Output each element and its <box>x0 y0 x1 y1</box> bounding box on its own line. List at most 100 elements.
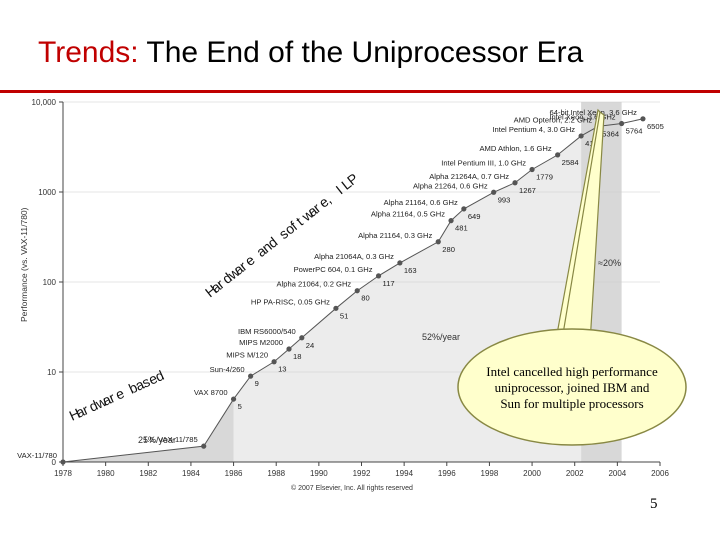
x-tick-label-1: 1980 <box>97 469 115 478</box>
x-tick-label-0: 1978 <box>54 469 72 478</box>
value-label-11: 280 <box>442 245 455 254</box>
data-point-4 <box>271 359 277 365</box>
data-point-18 <box>578 133 584 139</box>
y-tick-label-1: 10 <box>47 368 56 377</box>
data-point-21 <box>640 116 646 122</box>
data-point-8 <box>354 288 360 294</box>
annotation-hw-based-char-2: r <box>80 401 91 418</box>
annotation-hw-based-char-6: r <box>106 389 117 406</box>
point-label-18: Intel Pentium 4, 3.0 GHz <box>492 125 575 134</box>
value-label-3: 9 <box>255 379 259 388</box>
y-tick-label-4: 10,000 <box>32 98 57 107</box>
x-tick-label-3: 1984 <box>182 469 200 478</box>
title-underline <box>0 90 720 93</box>
copyright-text: © 2007 Elsevier, Inc. All rights reserve… <box>291 484 413 492</box>
point-label-12: Alpha 21164, 0.5 GHz <box>371 210 445 219</box>
x-tick-label-11: 2000 <box>523 469 541 478</box>
title-rest: The End of the Uniprocessor Era <box>138 36 584 69</box>
page-title: Trends: The End of the Uniprocessor Era <box>38 36 583 70</box>
value-label-13: 649 <box>468 212 481 221</box>
point-labels: VAX-11/780 1.5, VAX-11/785 VAX 8700 5 Sun-4/… <box>17 108 664 460</box>
value-label-7: 51 <box>340 311 348 320</box>
point-label-15: Alpha 21264A, 0.7 GHz <box>429 172 509 181</box>
point-label-0: VAX-11/780 <box>17 451 57 460</box>
data-point-11 <box>435 239 441 245</box>
x-tick-label-5: 1988 <box>267 469 285 478</box>
data-point-14 <box>491 189 497 195</box>
rate-20: ≈20% <box>598 258 621 268</box>
data-point-12 <box>448 218 454 224</box>
value-label-4: 13 <box>278 365 286 374</box>
rate-25: 25%/year <box>138 435 176 445</box>
x-tick-label-4: 1986 <box>225 469 243 478</box>
point-label-4: MIPS M/120 <box>226 351 268 360</box>
value-label-20: 5764 <box>626 127 643 136</box>
x-tick-label-7: 1992 <box>353 469 371 478</box>
data-point-20 <box>619 120 625 127</box>
x-tick-label-2: 1982 <box>139 469 157 478</box>
x-tick-label-13: 2004 <box>608 469 626 478</box>
data-point-7 <box>333 305 339 311</box>
point-label-11: Alpha 21164, 0.3 GHz <box>358 231 432 240</box>
x-tick-label-9: 1996 <box>438 469 456 478</box>
callout-line-3: Sun for multiple processors <box>500 396 643 411</box>
region-hw-based <box>63 399 234 462</box>
point-label-10: Alpha 21064A, 0.3 GHz <box>314 252 394 261</box>
data-point-17 <box>555 152 561 158</box>
callout-bubble <box>457 328 687 446</box>
x-tick-label-12: 2002 <box>566 469 584 478</box>
value-label-16: 1779 <box>536 172 553 181</box>
x-tick-label-14: 2006 <box>651 469 669 478</box>
point-label-14: Alpha 21264, 0.6 GHz <box>413 181 488 190</box>
slide-number: 5 <box>650 496 658 512</box>
point-label-16: Intel Pentium III, 1.0 GHz <box>441 158 526 167</box>
data-point-15 <box>512 180 518 186</box>
point-label-21: 64-bit Intel Xeon, 3.6 GHz <box>550 108 638 117</box>
title-accent: Trends: <box>38 36 139 69</box>
point-label-2: VAX 8700 <box>194 388 228 397</box>
value-label-15: 1267 <box>519 186 536 195</box>
value-label-9: 117 <box>383 279 395 288</box>
value-label-12: 481 <box>455 224 468 233</box>
point-label-5: MIPS M2000 <box>239 338 283 347</box>
x-tick-label-8: 1994 <box>395 469 413 478</box>
axes: 1978 1980 1982 1984 1986 1988 1990 1992 1994 1996… <box>32 98 670 478</box>
x-tick-label-6: 1990 <box>310 469 328 478</box>
data-point-2 <box>230 396 237 402</box>
point-label-9: PowerPC 604, 0.1 GHz <box>294 265 373 274</box>
point-label-1: 1.5, VAX-11/785 <box>143 435 198 444</box>
y-tick-label-2: 100 <box>43 278 57 287</box>
callout-line-1: Intel cancelled high performance <box>486 364 658 379</box>
point-label-20: Intel Xeon, 3.6 GHz <box>549 113 615 122</box>
value-label-17: 2584 <box>562 158 579 167</box>
callout-line-2: uniprocessor, joined IBM and <box>495 380 650 395</box>
data-points <box>60 116 646 465</box>
data-point-5 <box>286 346 292 352</box>
trend-line <box>62 118 644 463</box>
y-tick-label-3: 1000 <box>38 188 56 197</box>
value-label-8: 80 <box>361 294 369 303</box>
value-label-2: 5 <box>238 402 242 411</box>
point-label-8: Alpha 21064, 0.2 GHz <box>277 280 352 289</box>
value-label-6: 24 <box>306 341 314 350</box>
point-label-3: Sun-4/260 <box>210 365 245 374</box>
rate-52: 52%/year <box>422 332 460 342</box>
value-label-21: 6505 <box>647 122 664 131</box>
data-point-13 <box>461 206 467 212</box>
point-label-19: AMD Opteron, 2.2 GHz <box>514 115 593 124</box>
y-axis-label: Performance (vs. VAX-11/780) <box>19 207 29 322</box>
x-tick-label-10: 1998 <box>481 469 499 478</box>
value-label-5: 18 <box>293 352 301 361</box>
data-point-9 <box>375 273 382 279</box>
point-label-13: Alpha 21164, 0.6 GHz <box>384 198 458 207</box>
value-label-19: 5364 <box>602 129 619 138</box>
data-point-1 <box>201 443 207 449</box>
point-label-17: AMD Athlon, 1.6 GHz <box>479 144 551 153</box>
data-point-0 <box>60 459 66 465</box>
point-label-7: HP PA-RISC, 0.05 GHz <box>251 297 330 306</box>
point-label-6: IBM RS6000/540 <box>238 327 296 336</box>
y-tick-label-0: 0 <box>52 458 57 467</box>
trend-polyline <box>62 118 644 463</box>
data-point-16 <box>529 166 535 173</box>
